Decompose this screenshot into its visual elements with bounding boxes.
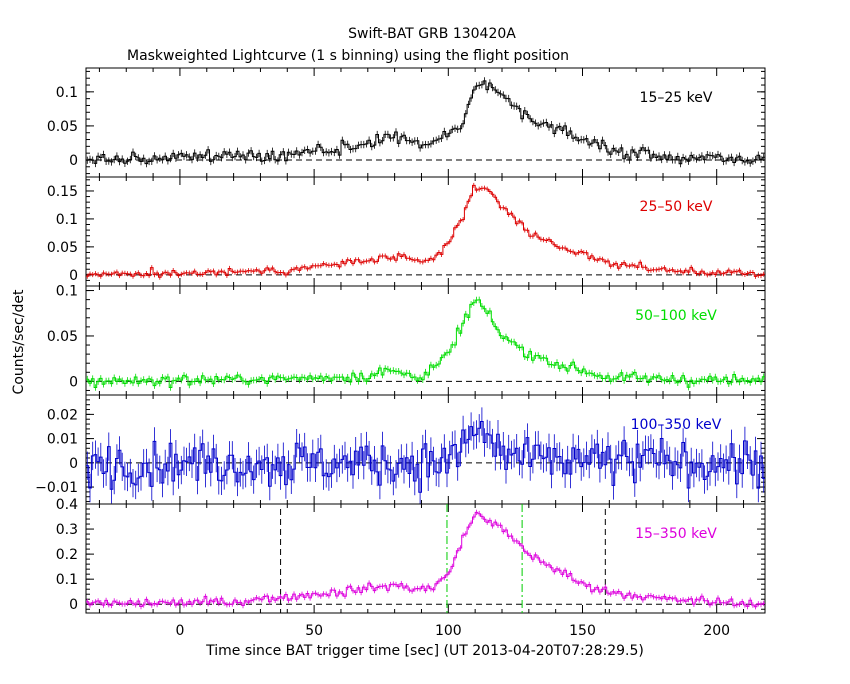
lightcurve-line bbox=[86, 511, 765, 608]
y-tick-label: 0 bbox=[69, 597, 78, 613]
lightcurve-line bbox=[86, 80, 765, 165]
y-tick-label: 0.02 bbox=[47, 407, 78, 423]
lightcurve-line bbox=[86, 299, 765, 388]
chart-title: Swift-BAT GRB 130420A bbox=[348, 26, 516, 42]
x-tick-label: 200 bbox=[703, 623, 730, 639]
panel-frame bbox=[85, 176, 766, 287]
panel-4: 0 0.1 0.2 0.3 0.4 15–350 keV bbox=[56, 497, 766, 614]
y-tick-label: 0.1 bbox=[56, 572, 78, 588]
band-label: 15–350 keV bbox=[635, 526, 717, 542]
panel-0: 0 0.05 0.1 15–25 keV bbox=[47, 67, 766, 178]
panel-1: 0 0.05 0.1 0.15 25–50 keV bbox=[47, 176, 766, 287]
panel-2: 0 0.05 0.1 50–100 keV bbox=[47, 284, 766, 396]
band-label: 100–350 keV bbox=[631, 417, 722, 433]
y-tick-label: 0 bbox=[69, 153, 78, 169]
chart-subtitle: Maskweighted Lightcurve (1 s binning) us… bbox=[127, 48, 569, 64]
x-tick-label: 150 bbox=[569, 623, 596, 639]
y-tick-label: 0.05 bbox=[47, 329, 78, 345]
y-tick-label: −0.01 bbox=[35, 480, 78, 496]
y-tick-label: 0.1 bbox=[56, 284, 78, 300]
error-bars bbox=[86, 509, 765, 610]
y-tick-label: 0.1 bbox=[56, 212, 78, 228]
x-tick-label: 100 bbox=[435, 623, 462, 639]
y-tick-label: 0 bbox=[69, 268, 78, 284]
panel-frame bbox=[85, 503, 766, 614]
x-tick-label: 0 bbox=[175, 623, 184, 639]
panel-3: −0.01 0 0.01 0.02 100–350 keV bbox=[35, 394, 766, 505]
band-label: 25–50 keV bbox=[640, 199, 713, 215]
y-tick-label: 0.15 bbox=[47, 184, 78, 200]
y-tick-label: 0.01 bbox=[47, 432, 78, 448]
error-bars bbox=[86, 182, 765, 280]
lightcurve-line bbox=[86, 184, 765, 278]
y-tick-label: 0 bbox=[69, 456, 78, 472]
y-tick-label: 0 bbox=[69, 374, 78, 390]
y-tick-label: 0.1 bbox=[56, 85, 78, 101]
y-tick-label: 0.05 bbox=[47, 119, 78, 135]
y-tick-label: 0.3 bbox=[56, 522, 78, 538]
panel-frame bbox=[85, 67, 766, 178]
y-axis-label: Counts/sec/det bbox=[11, 289, 27, 394]
x-axis-label: Time since BAT trigger time [sec] (UT 20… bbox=[205, 643, 644, 659]
y-tick-label: 0.2 bbox=[56, 547, 78, 563]
lightcurve-line bbox=[86, 421, 765, 493]
y-tick-label: 0.05 bbox=[47, 240, 78, 256]
y-tick-label: 0.4 bbox=[56, 497, 78, 513]
band-label: 50–100 keV bbox=[635, 308, 717, 324]
x-tick-label: 50 bbox=[305, 623, 323, 639]
band-label: 15–25 keV bbox=[640, 90, 713, 106]
